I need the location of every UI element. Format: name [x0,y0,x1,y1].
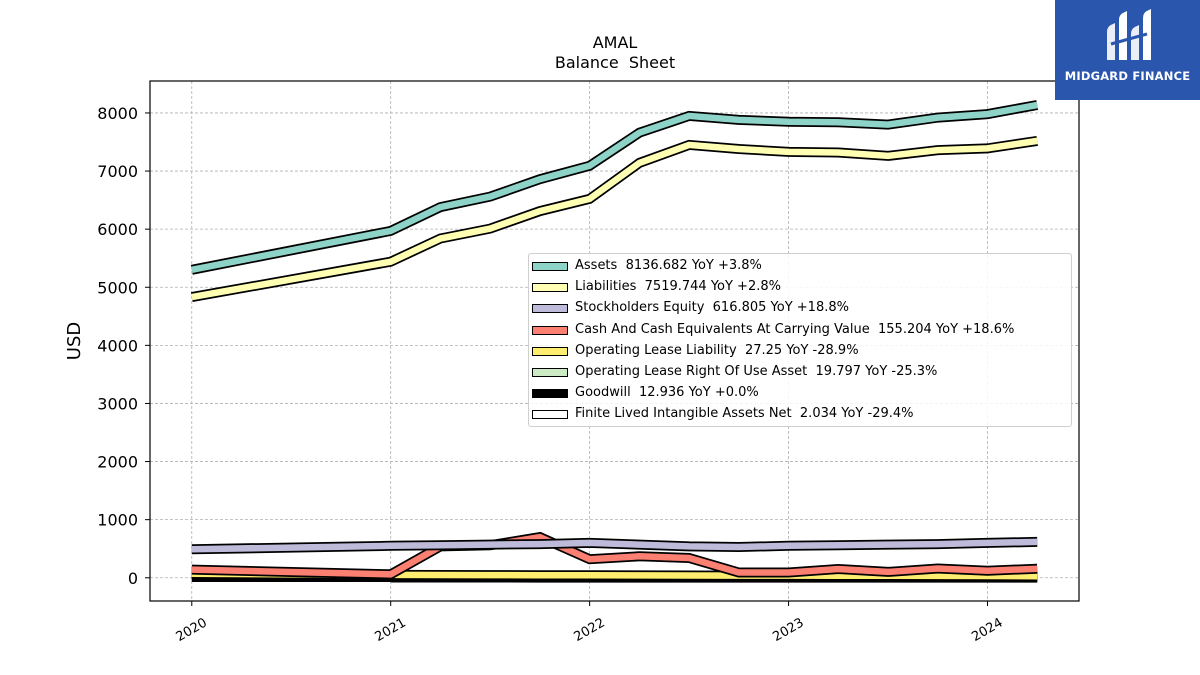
legend-swatch [532,389,568,399]
legend-swatch [532,283,568,293]
legend-swatch [532,304,568,314]
chart-legend: Assets 8136.682 YoY +3.8% Liabilities 751… [528,253,1072,427]
y-tick-label: 2000 [97,453,138,472]
y-tick-label: 5000 [97,278,138,297]
legend-swatch [532,325,568,335]
legend-label: Operating Lease Liability 27.25 YoY -28.… [575,342,859,358]
y-axis-label: USD [64,322,85,360]
legend-swatch [532,346,568,356]
legend-item: Cash And Cash Equivalents At Carrying Va… [529,321,1071,342]
legend-label: Operating Lease Right Of Use Asset 19.79… [575,363,938,379]
series-line-stockholders-equity [191,538,1038,553]
legend-item: Operating Lease Liability 27.25 YoY -28.… [529,342,1071,363]
legend-item: Operating Lease Right Of Use Asset 19.79… [529,363,1071,384]
y-tick-label: 6000 [97,220,138,239]
logo-text: MIDGARD FINANCE [1064,69,1191,83]
legend-label: Goodwill 12.936 YoY +0.0% [575,385,759,401]
legend-label: Stockholders Equity 616.805 YoY +18.8% [575,300,849,316]
legend-item: Goodwill 12.936 YoY +0.0% [529,384,1071,405]
y-axis-ticks: 0 1000 2000 3000 4000 5000 6000 7000 8000 [97,104,150,588]
chart-subtitle: Balance Sheet [555,53,675,72]
logo-mark-icon [1107,9,1151,60]
legend-swatch [532,367,568,377]
legend-label: Cash And Cash Equivalents At Carrying Va… [575,321,1015,337]
legend-item: Stockholders Equity 616.805 YoY +18.8% [529,299,1071,320]
y-tick-label: 4000 [97,336,138,355]
y-tick-label: 3000 [97,394,138,413]
x-tick-label: 2020 [174,615,210,645]
y-tick-label: 7000 [97,162,138,181]
x-axis-ticks: 2020 2021 2022 2023 2024 [174,601,1005,645]
legend-item: Finite Lived Intangible Assets Net 2.034… [529,405,1071,426]
midgard-finance-logo: MIDGARD FINANCE [1055,0,1200,100]
legend-item: Liabilities 7519.744 YoY +2.8% [529,278,1071,299]
x-tick-label: 2022 [571,615,607,645]
chart-title: AMAL [593,33,638,52]
y-tick-label: 8000 [97,104,138,123]
legend-swatch [532,410,568,420]
series-lines [190,100,1039,583]
plot-frame [149,80,1080,602]
legend-swatch [532,262,568,271]
x-tick-label: 2021 [373,615,409,645]
x-tick-label: 2023 [770,615,806,645]
y-tick-label: 0 [128,569,138,588]
y-tick-label: 1000 [97,511,138,530]
series-line-operating-lease-liability [191,570,1038,580]
x-tick-label: 2024 [969,615,1005,645]
series-line-liabilities [191,137,1038,301]
legend-label: Finite Lived Intangible Assets Net 2.034… [575,406,914,422]
series-line-assets [191,101,1038,273]
legend-item: Assets 8136.682 YoY +3.8% [529,257,1071,278]
legend-label: Liabilities 7519.744 YoY +2.8% [575,279,781,295]
legend-label: Assets 8136.682 YoY +3.8% [575,258,762,273]
